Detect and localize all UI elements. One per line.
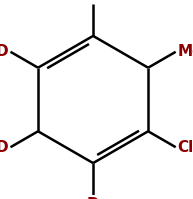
- Text: D: D: [0, 44, 9, 59]
- Text: D: D: [0, 140, 9, 155]
- Text: D: D: [87, 197, 99, 199]
- Text: Me: Me: [178, 44, 193, 59]
- Text: Cl: Cl: [85, 0, 101, 2]
- Text: Cl: Cl: [178, 140, 193, 155]
